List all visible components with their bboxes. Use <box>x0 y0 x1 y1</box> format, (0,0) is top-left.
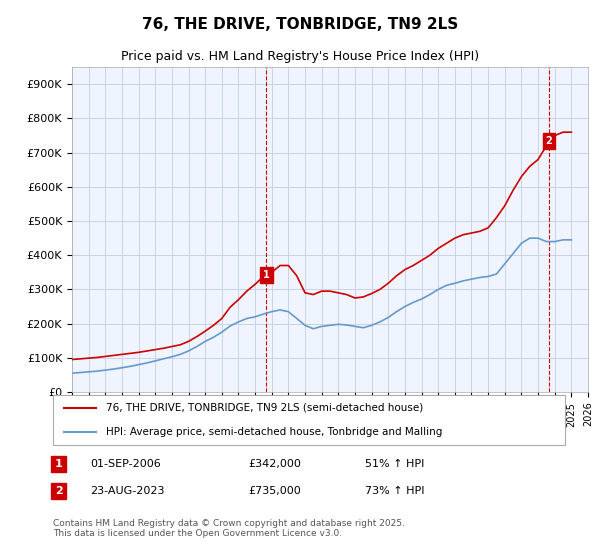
Text: HPI: Average price, semi-detached house, Tonbridge and Malling: HPI: Average price, semi-detached house,… <box>106 427 442 437</box>
Text: 76, THE DRIVE, TONBRIDGE, TN9 2LS: 76, THE DRIVE, TONBRIDGE, TN9 2LS <box>142 17 458 32</box>
Text: 1: 1 <box>55 459 62 469</box>
Text: 2: 2 <box>545 136 552 146</box>
Text: 2: 2 <box>55 486 62 496</box>
FancyBboxPatch shape <box>53 395 565 445</box>
Text: 23-AUG-2023: 23-AUG-2023 <box>90 486 165 496</box>
Text: £735,000: £735,000 <box>248 486 301 496</box>
Text: Contains HM Land Registry data © Crown copyright and database right 2025.
This d: Contains HM Land Registry data © Crown c… <box>53 519 405 538</box>
Text: 51% ↑ HPI: 51% ↑ HPI <box>365 459 424 469</box>
Text: £342,000: £342,000 <box>248 459 302 469</box>
Text: 01-SEP-2006: 01-SEP-2006 <box>90 459 161 469</box>
Text: 73% ↑ HPI: 73% ↑ HPI <box>365 486 424 496</box>
Text: 76, THE DRIVE, TONBRIDGE, TN9 2LS (semi-detached house): 76, THE DRIVE, TONBRIDGE, TN9 2LS (semi-… <box>106 403 424 413</box>
Text: 1: 1 <box>263 270 269 280</box>
Text: Price paid vs. HM Land Registry's House Price Index (HPI): Price paid vs. HM Land Registry's House … <box>121 50 479 63</box>
